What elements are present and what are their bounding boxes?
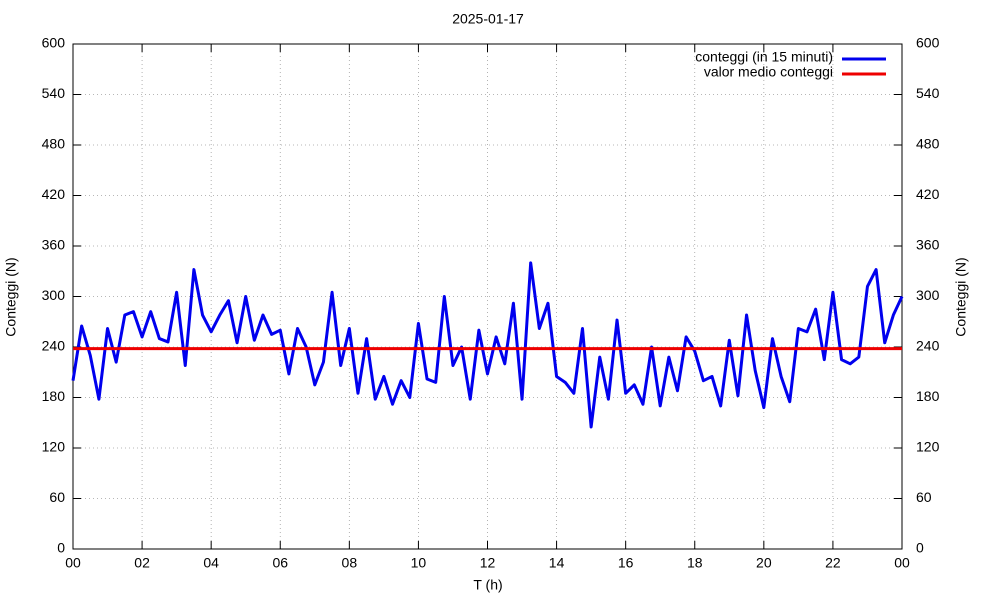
x-tick-label: 08 (342, 555, 358, 571)
y-tick-label: 180 (42, 388, 66, 404)
y-tick-label: 0 (57, 540, 65, 556)
y2-tick-label: 180 (916, 388, 940, 404)
y-tick-label: 240 (42, 338, 66, 354)
x-axis-label: T (h) (473, 577, 502, 593)
y2-tick-label: 240 (916, 338, 940, 354)
y2-tick-label: 420 (916, 186, 940, 202)
y-tick-label: 480 (42, 136, 66, 152)
y-axis-label: Conteggi (N) (3, 257, 19, 336)
y2-tick-label: 540 (916, 85, 940, 101)
y2-tick-label: 360 (916, 237, 940, 253)
x-tick-label: 00 (894, 555, 910, 571)
y2-axis-label: Conteggi (N) (953, 257, 969, 336)
y-tick-label: 540 (42, 85, 66, 101)
x-tick-label: 16 (618, 555, 634, 571)
y-tick-label: 60 (49, 489, 65, 505)
x-tick-label: 12 (480, 555, 496, 571)
y-tick-label: 600 (42, 35, 66, 51)
legend-label: conteggi (in 15 minuti) (695, 49, 833, 65)
data-line (71, 261, 904, 429)
chart-title: 2025-01-17 (452, 11, 524, 27)
y2-tick-label: 120 (916, 439, 940, 455)
x-tick-label: 20 (756, 555, 772, 571)
x-tick-label: 14 (549, 555, 565, 571)
legend-label: valor medio conteggi (704, 64, 833, 80)
y2-tick-label: 0 (916, 540, 924, 556)
y2-tick-label: 480 (916, 136, 940, 152)
x-tick-label: 04 (203, 555, 219, 571)
x-tick-label: 22 (825, 555, 841, 571)
y2-tick-label: 600 (916, 35, 940, 51)
x-tick-label: 02 (134, 555, 150, 571)
x-tick-label: 18 (687, 555, 703, 571)
y-tick-label: 420 (42, 186, 66, 202)
x-tick-label: 00 (65, 555, 81, 571)
x-tick-label: 10 (411, 555, 427, 571)
y2-tick-label: 300 (916, 287, 940, 303)
y2-tick-label: 60 (916, 489, 932, 505)
y-tick-label: 120 (42, 439, 66, 455)
x-tick-label: 06 (272, 555, 288, 571)
y-tick-label: 360 (42, 237, 66, 253)
y-tick-label: 300 (42, 287, 66, 303)
